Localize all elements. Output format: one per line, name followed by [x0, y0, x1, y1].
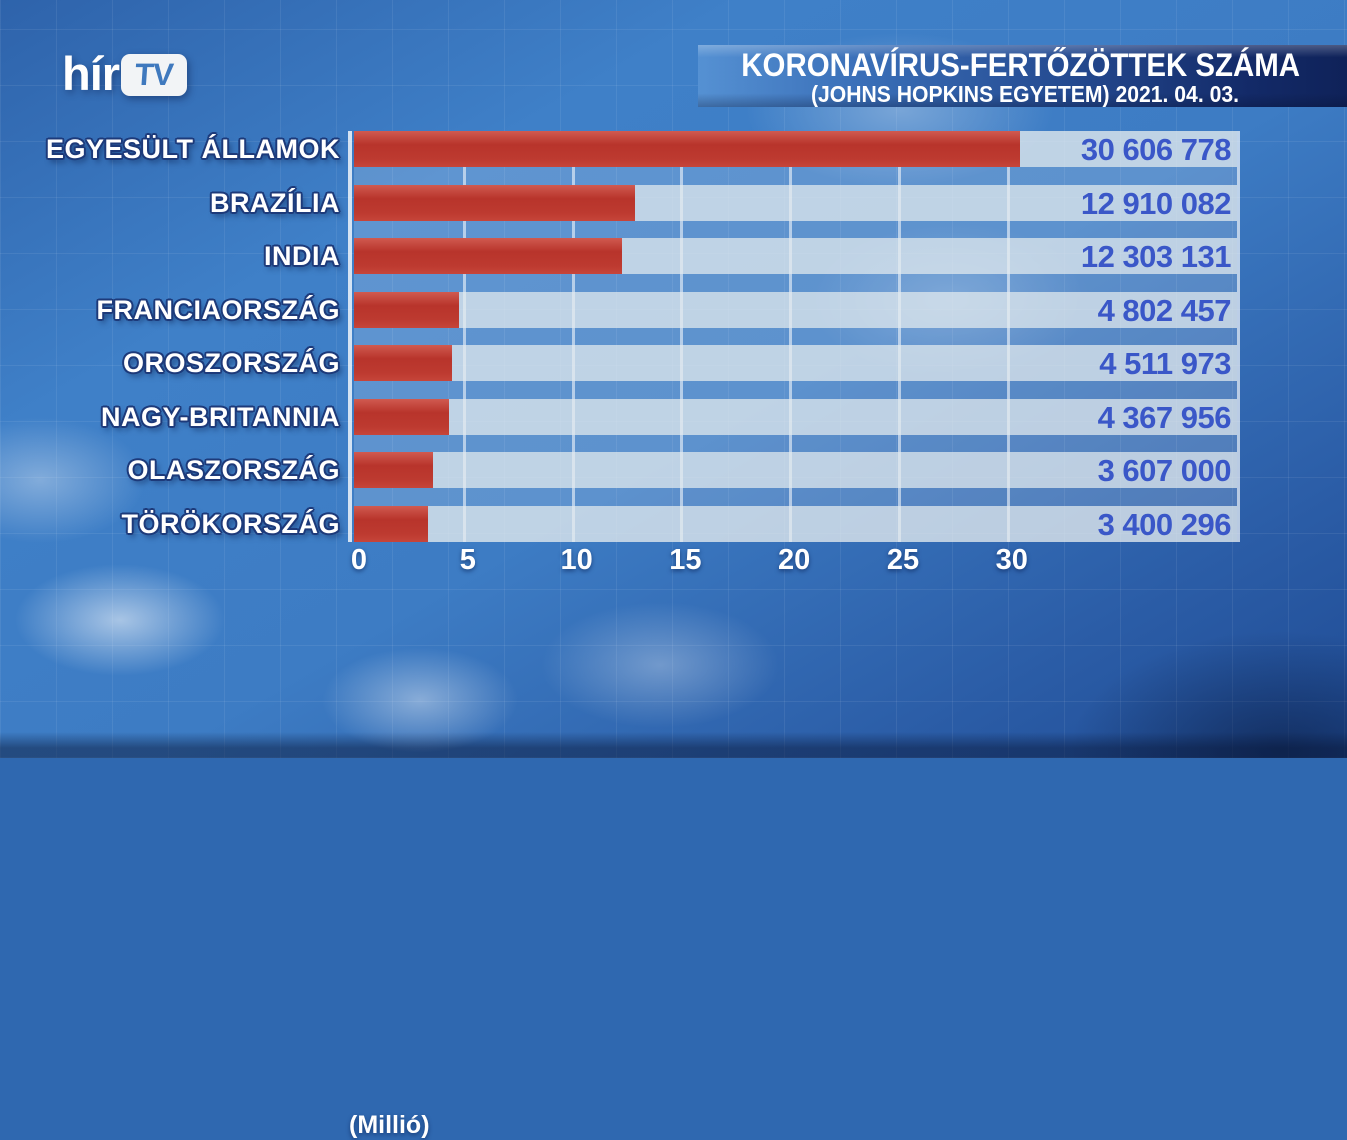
gridline-10m: [571, 131, 575, 542]
bar-track: 3 607 000: [354, 452, 1237, 488]
value-label: 30 606 778: [1080, 132, 1232, 167]
x-tick-label-0: 0: [350, 544, 368, 576]
country-label: EGYESÜLT ÁLLAMOK: [46, 134, 340, 164]
title-banner: KORONAVÍRUS-FERTŐZÖTTEK SZÁMA (JOHNS HOP…: [698, 45, 1347, 107]
bar-track: 4 367 956: [354, 398, 1237, 435]
logo-tv-box: TV: [121, 54, 188, 96]
x-tick-label-10: 10: [560, 544, 593, 576]
gridline-15m: [680, 131, 684, 542]
x-tick-label-20: 20: [778, 544, 811, 576]
x-axis: (Millió) 0 5 10 15 20 25 30: [0, 544, 1347, 1139]
chart-subtitle: (JOHNS HOPKINS EGYETEM) 2021. 04. 03.: [810, 81, 1239, 107]
x-tick-label-25: 25: [886, 544, 920, 576]
bar: [354, 452, 433, 488]
logo-text: hír: [62, 47, 120, 100]
gridline-20m: [789, 131, 793, 542]
bar: [354, 238, 622, 274]
bar-track: 3 400 296: [354, 505, 1237, 542]
bar: [354, 131, 1020, 167]
gridline-30m: [1006, 131, 1010, 542]
value-label: 4 511 973: [1099, 346, 1231, 381]
bar: [354, 398, 449, 435]
bar-track: 4 802 457: [354, 291, 1237, 328]
country-label: FRANCIAORSZÁG: [96, 294, 340, 325]
value-label: 3 607 000: [1097, 453, 1232, 488]
bar: [354, 291, 459, 328]
bar-track: 12 303 131: [354, 238, 1237, 274]
y-axis-baseline: [348, 131, 352, 542]
country-label: INDIA: [264, 241, 340, 271]
country-label: TÖRÖKORSZÁG: [121, 508, 340, 539]
country-labels-column: EGYESÜLT ÁLLAMOK BRAZÍLIA INDIA FRANCIAORSZ…: [0, 131, 340, 542]
value-label: 3 400 296: [1097, 506, 1232, 542]
country-label: BRAZÍLIA: [210, 187, 340, 218]
logo-tv-label: TV: [134, 57, 175, 92]
value-label: 12 910 082: [1080, 185, 1232, 221]
x-tick-label-30: 30: [995, 544, 1028, 576]
bar-track: 12 910 082: [354, 184, 1237, 221]
hirtv-logo: hír TV: [62, 47, 188, 100]
bar-track: 4 511 973: [354, 345, 1237, 381]
country-label: NAGY-BRITANNIA: [101, 401, 340, 432]
bar-chart-plot-area: 30 606 778 12 910 082 12 303 131 4 802 457 4…: [354, 131, 1240, 542]
bar: [354, 184, 635, 221]
country-label: OLASZORSZÁG: [127, 455, 340, 485]
bar-track: 30 606 778: [354, 131, 1237, 167]
value-label: 12 303 131: [1080, 239, 1232, 274]
x-tick-label-15: 15: [669, 544, 702, 576]
chart-title: KORONAVÍRUS-FERTŐZÖTTEK SZÁMA: [741, 47, 1301, 83]
bar: [354, 505, 428, 542]
x-axis-unit-label: (Millió): [349, 1111, 430, 1139]
country-label: OROSZORSZÁG: [122, 348, 340, 378]
bar: [354, 345, 453, 381]
gridline-5m: [462, 131, 466, 542]
gridline-25m: [898, 131, 901, 542]
value-label: 4 367 956: [1097, 399, 1232, 435]
x-tick-label-5: 5: [459, 544, 476, 576]
value-label: 4 802 457: [1097, 292, 1232, 328]
